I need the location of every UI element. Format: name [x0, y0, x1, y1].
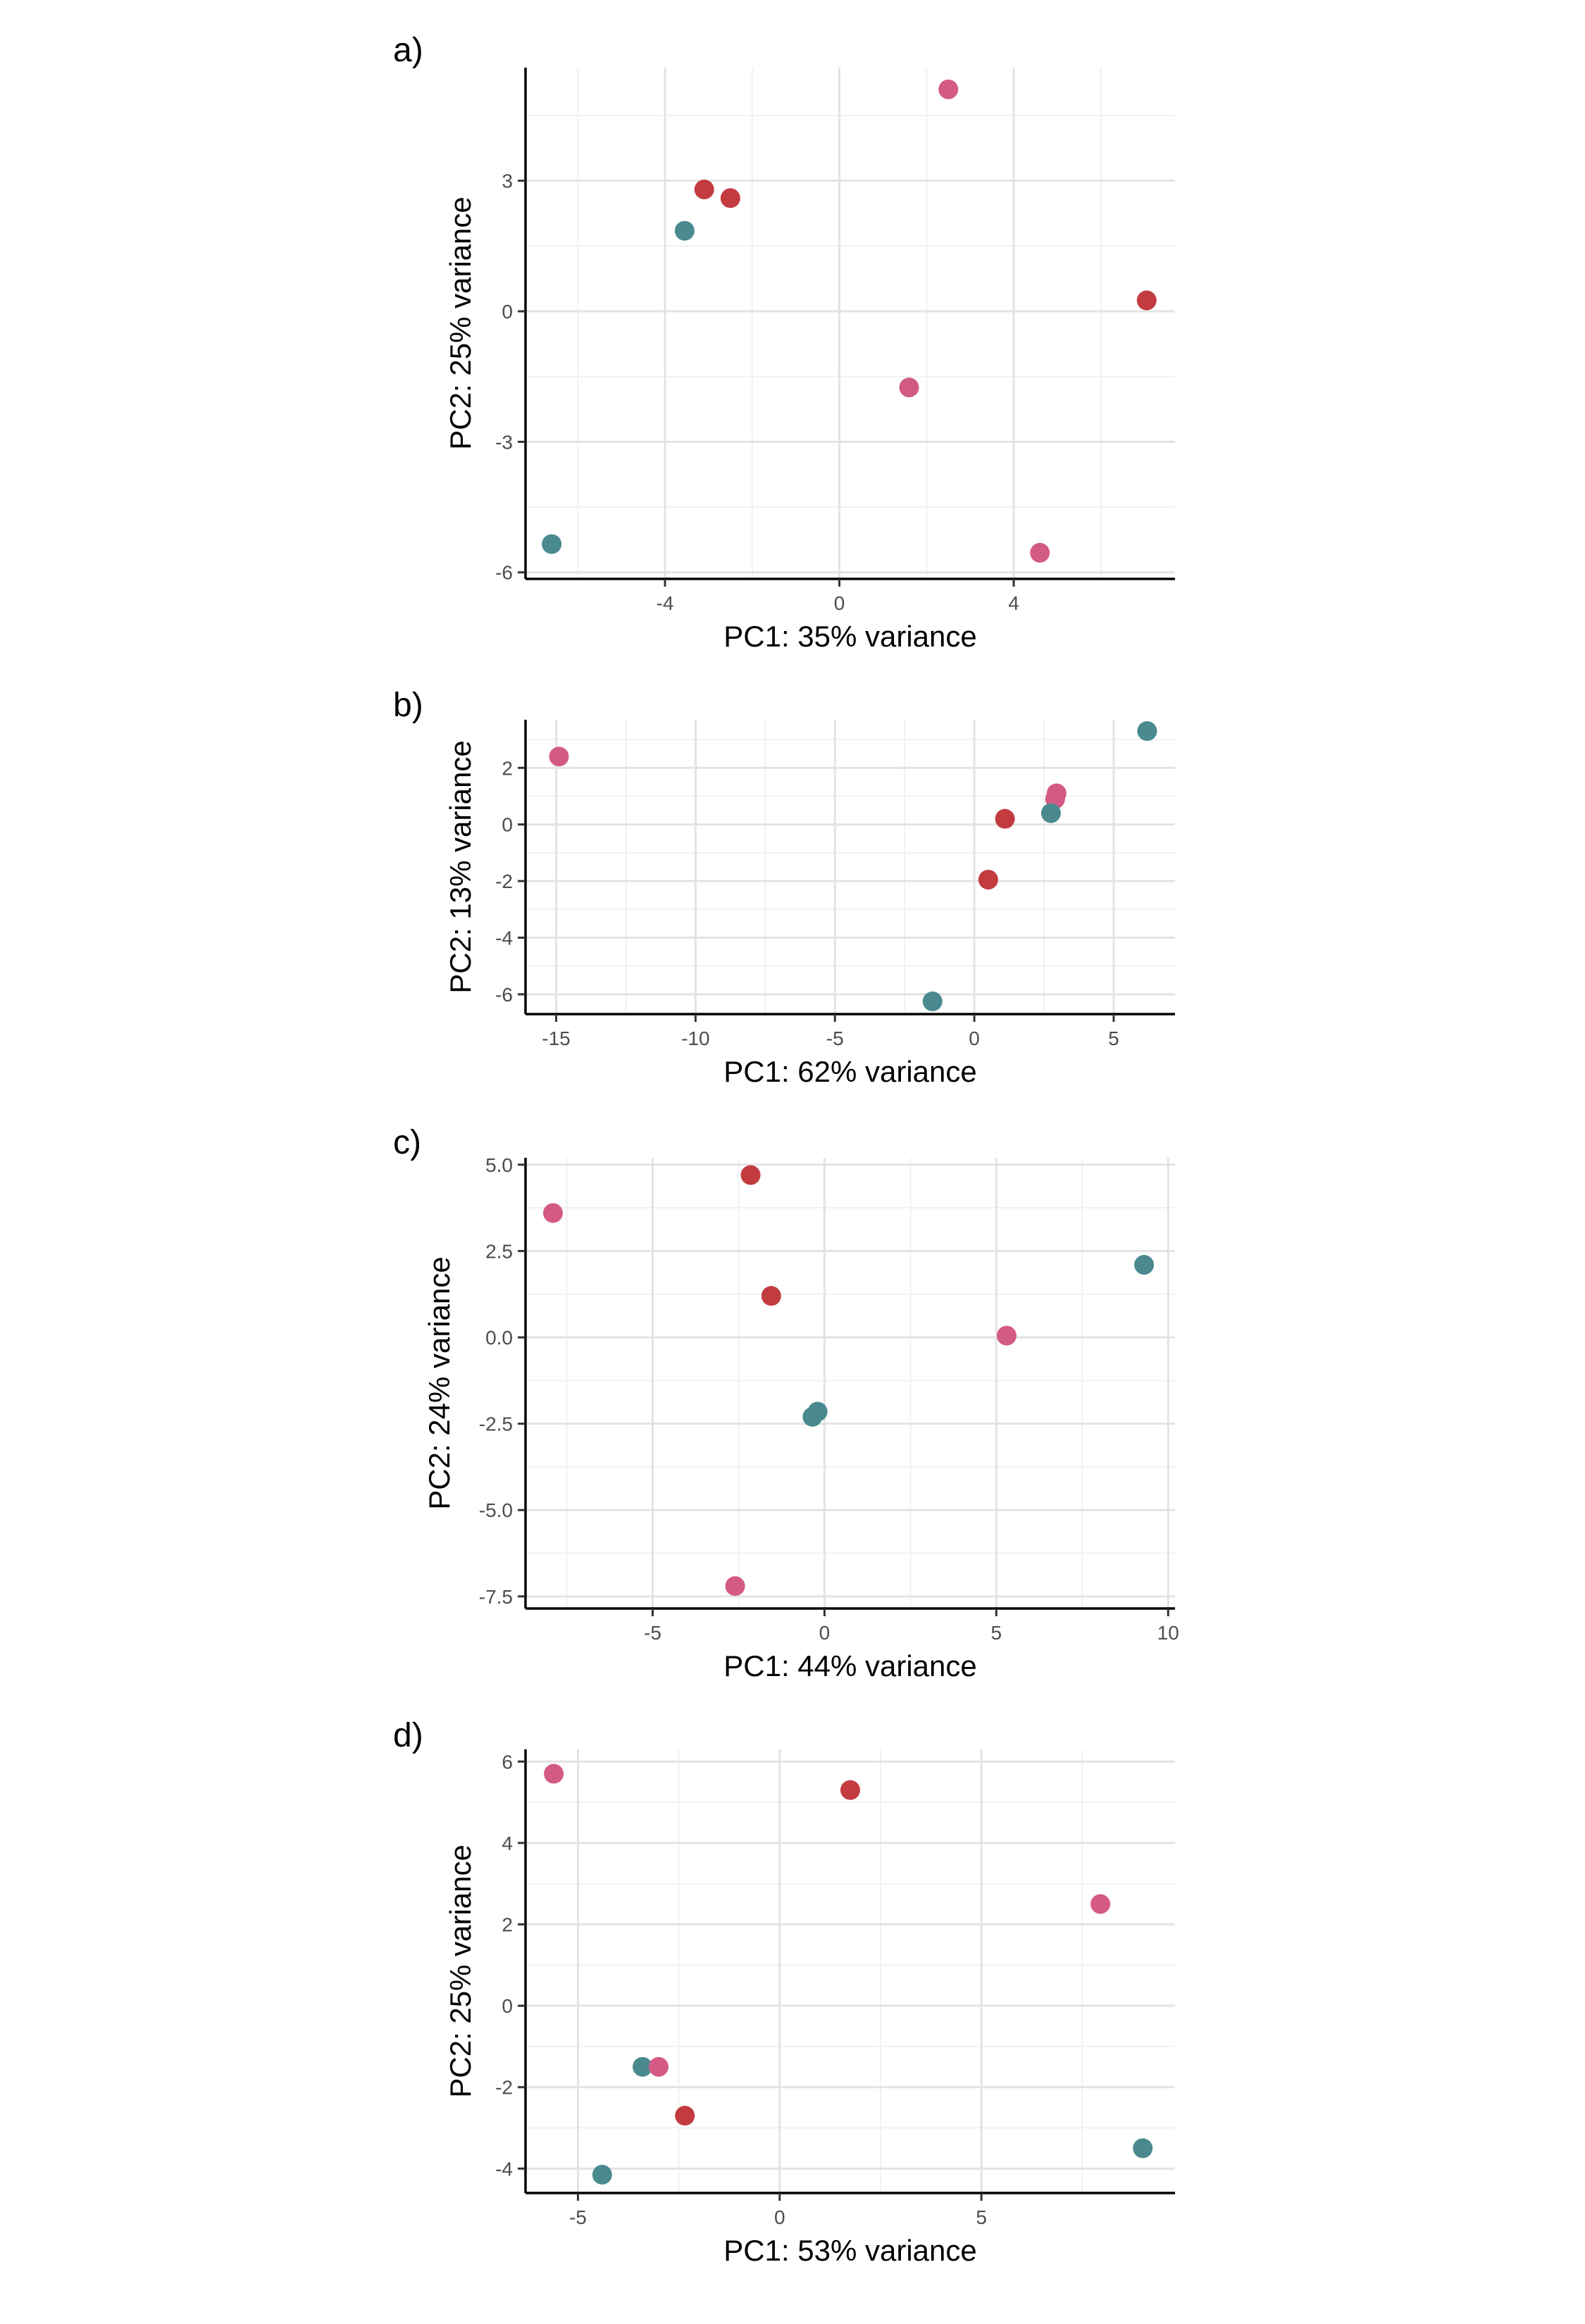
x-tick-label: 0: [819, 1622, 831, 1644]
data-point: [740, 1165, 761, 1185]
y-tick-label: -4: [495, 2158, 513, 2180]
data-point: [549, 746, 569, 767]
data-point: [802, 1406, 823, 1427]
data-point: [674, 220, 695, 241]
x-tick-label: -4: [657, 592, 674, 614]
y-tick-label: 2: [502, 757, 513, 779]
y-axis-title: PC2: 25% variance: [444, 1844, 477, 2098]
data-point: [761, 1286, 781, 1306]
pca-panel-b: -15 -10 -5 0 5 -6 -4 -2 0 2 b) PC1: 62% variance PC2…: [393, 687, 1175, 1088]
y-tick-label: -6: [495, 562, 513, 584]
data-point: [544, 1763, 564, 1784]
data-point: [922, 991, 943, 1011]
x-tick-label: 10: [1157, 1622, 1179, 1644]
data-point: [1133, 2138, 1153, 2159]
panel-label: c): [393, 1124, 421, 1161]
x-tick-label: -5: [644, 1622, 661, 1644]
x-tick-label: -5: [826, 1027, 844, 1049]
y-tick-label: 3: [502, 170, 513, 192]
data-point: [938, 79, 959, 99]
y-tick-label: 6: [502, 1751, 513, 1773]
data-point: [978, 870, 998, 890]
y-tick-label: -7.5: [479, 1586, 513, 1608]
data-point: [694, 180, 714, 200]
y-tick-label: -5.0: [479, 1499, 513, 1521]
data-point: [1136, 290, 1157, 311]
y-tick-label: 0: [502, 301, 513, 323]
y-tick-label: 0: [502, 814, 513, 836]
y-tick-label: -6: [495, 984, 513, 1006]
y-tick-label: 0.0: [485, 1327, 513, 1349]
data-point: [592, 2164, 612, 2185]
data-point: [996, 1325, 1017, 1346]
y-tick-label: -2.5: [479, 1413, 513, 1435]
y-axis-title: PC2: 13% variance: [444, 740, 477, 994]
pca-panel-c: -5 0 5 10 -7.5 -5.0 -2.5 0.0 2.5 5.0 c) PC1: 44% va…: [393, 1124, 1179, 1682]
y-axis-title: PC2: 24% variance: [423, 1256, 456, 1510]
x-tick-label: 5: [976, 2206, 987, 2228]
x-axis-title: PC1: 35% variance: [723, 620, 977, 653]
x-tick-label: 5: [991, 1622, 1002, 1644]
panel-label: b): [393, 687, 423, 724]
y-tick-label: -2: [495, 2077, 513, 2099]
y-axis-title: PC2: 25% variance: [444, 196, 477, 450]
data-point: [995, 808, 1015, 829]
data-point: [1137, 721, 1157, 742]
data-point: [633, 2056, 653, 2077]
x-axis-title: PC1: 62% variance: [723, 1055, 977, 1088]
x-axis-title: PC1: 53% variance: [723, 2234, 977, 2267]
data-point: [1030, 542, 1050, 563]
y-tick-label: 2.5: [485, 1240, 513, 1262]
x-tick-label: -10: [681, 1027, 709, 1049]
x-tick-label: 0: [774, 2206, 785, 2228]
x-tick-label: -15: [542, 1027, 570, 1049]
panel-label: d): [393, 1717, 423, 1754]
data-point: [725, 1576, 745, 1597]
x-axis-title: PC1: 44% variance: [723, 1649, 977, 1682]
data-point: [1134, 1255, 1155, 1275]
pca-panel-a: -4 0 4 -6 -3 0 3 a) PC1: 35% variance PC2: 25% va…: [393, 32, 1175, 653]
data-point: [675, 2106, 695, 2126]
x-tick-label: 4: [1008, 592, 1019, 614]
data-point: [720, 188, 740, 208]
panel-label: a): [393, 32, 423, 69]
data-point: [899, 377, 919, 398]
data-point: [648, 2056, 669, 2077]
x-tick-label: -5: [569, 2206, 587, 2228]
y-tick-label: 0: [502, 1995, 513, 2017]
y-tick-label: 5.0: [485, 1154, 513, 1176]
data-point: [840, 1780, 860, 1800]
y-tick-label: -2: [495, 870, 513, 892]
x-tick-label: 0: [969, 1027, 980, 1049]
data-point: [1090, 1894, 1111, 1914]
y-tick-label: 4: [502, 1832, 513, 1854]
y-tick-label: -4: [495, 927, 513, 949]
data-point: [543, 1203, 564, 1223]
data-point: [542, 534, 562, 554]
x-tick-label: 0: [834, 592, 845, 614]
pca-panel-d: -5 0 5 -4 -2 0 2 4 6 d) PC1: 53% variance PC2: 25% …: [393, 1717, 1175, 2267]
y-tick-label: -3: [495, 431, 513, 453]
x-tick-label: 5: [1108, 1027, 1119, 1049]
data-point: [1040, 803, 1061, 823]
y-tick-label: 2: [502, 1914, 513, 1936]
